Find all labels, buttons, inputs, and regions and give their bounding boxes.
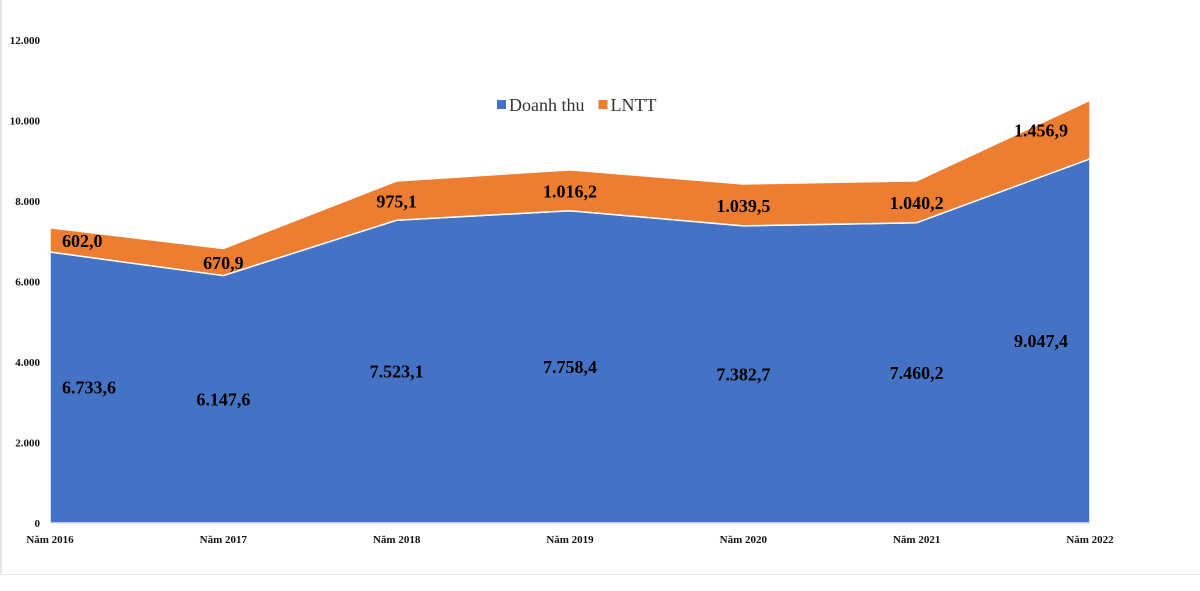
data-label: 9.047,4	[1014, 331, 1068, 351]
y-tick-label: 0	[35, 518, 41, 530]
y-tick-label: 8.000	[15, 196, 40, 208]
area-series-lntt	[49, 99, 1091, 277]
x-tick-label: Năm 2020	[720, 534, 768, 546]
data-label: 7.523,1	[370, 362, 424, 382]
data-label: 670,9	[203, 253, 244, 273]
x-tick-label: Năm 2018	[373, 534, 421, 546]
y-tick-label: 4.000	[15, 357, 40, 369]
x-tick-label: Năm 2019	[546, 534, 594, 546]
legend-label: LNTT	[611, 95, 657, 115]
y-tick-label: 6.000	[15, 277, 40, 289]
data-label: 6.733,6	[62, 377, 116, 397]
y-tick-label: 10.000	[10, 116, 41, 128]
data-label: 6.147,6	[196, 389, 250, 409]
data-label: 7.460,2	[890, 363, 944, 383]
y-tick-label: 12.000	[10, 35, 41, 47]
legend-swatch-1	[598, 100, 608, 109]
legend-swatch-0	[497, 100, 506, 109]
chart-frame	[0, 0, 1200, 575]
x-tick-label: Năm 2021	[893, 534, 940, 546]
x-tick-label: Năm 2022	[1066, 534, 1114, 546]
x-tick-label: Năm 2017	[200, 534, 248, 546]
data-label: 1.456,9	[1014, 121, 1068, 141]
y-tick-label: 2.000	[15, 438, 40, 450]
x-tick-label: Năm 2016	[26, 534, 74, 546]
data-label: 975,1	[376, 192, 417, 212]
data-label: 7.758,4	[543, 357, 597, 377]
data-label: 602,0	[62, 231, 103, 251]
data-label: 1.016,2	[543, 181, 597, 201]
data-label: 7.382,7	[716, 364, 770, 384]
data-label: 1.040,2	[890, 193, 944, 213]
legend-label: Doanh thu	[509, 95, 585, 115]
data-label: 1.039,5	[716, 196, 770, 216]
